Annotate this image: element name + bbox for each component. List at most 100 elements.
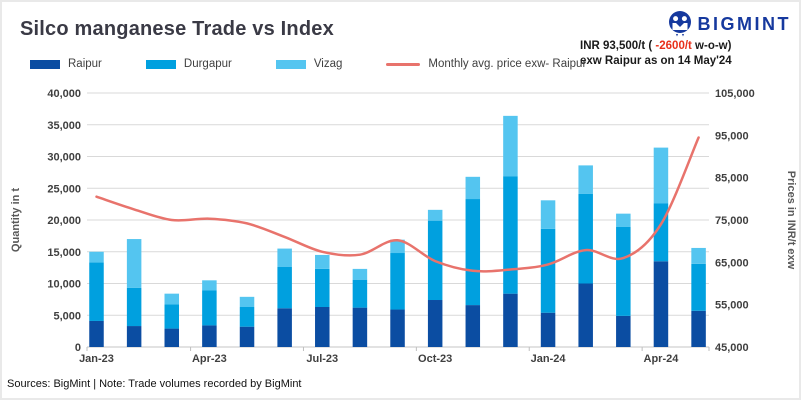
price-line: [95, 136, 700, 273]
bar-segment-raipur-mar-23: [164, 328, 180, 347]
bar-segment-durgapur-feb-23: [126, 287, 142, 327]
bar-segment-raipur-may-23: [239, 326, 255, 347]
right-axis-tick-label: 95,000: [715, 130, 749, 142]
bar-segment-vizag-mar-23: [164, 293, 180, 305]
legend-label: Durgapur: [183, 58, 232, 70]
price-annotation-line1: INR 93,500/t ( -2600/t w-o-w): [580, 39, 732, 54]
bar-segment-vizag-jan-23: [89, 251, 104, 263]
bar-segment-durgapur-aug-23: [352, 279, 368, 308]
right-axis-tick-label: 105,000: [715, 88, 755, 100]
bar-segment-raipur-jan-23: [89, 320, 104, 347]
bar-segment-raipur-jul-23: [315, 306, 330, 347]
left-axis-tick-label: 10,000: [47, 279, 81, 291]
left-axis-tick-label: 0: [75, 342, 81, 354]
left-axis-tick-label: 5,000: [53, 310, 81, 322]
x-axis-label: Apr-23: [192, 353, 227, 365]
bar-segment-vizag-aug-23: [352, 268, 368, 280]
bar-segment-vizag-oct-23: [427, 209, 443, 221]
bar-segment-durgapur-jan-24: [540, 228, 556, 313]
bar-segment-vizag-jul-23: [315, 254, 330, 269]
right-axis-tick-label: 45,000: [715, 342, 749, 354]
bar-segment-raipur-sep-23: [390, 309, 405, 347]
bar-segment-durgapur-nov-23: [465, 199, 481, 306]
legend-label: Monthly avg. price exw- Raipur: [428, 58, 587, 70]
price-text: INR 93,500/t (: [580, 40, 656, 52]
legend-item-monthly-avg-price-exw-raipur: Monthly avg. price exw- Raipur: [386, 58, 586, 70]
bar-segment-durgapur-jun-23: [277, 266, 292, 309]
price-text-suffix: w-o-w): [691, 40, 732, 52]
bar-segment-raipur-jun-23: [277, 308, 292, 347]
bar-segment-vizag-sep-23: [390, 239, 405, 254]
right-axis-tick-label: 85,000: [715, 173, 749, 185]
left-axis-tick-label: 35,000: [47, 120, 81, 132]
price-change-negative: -2600/t: [655, 40, 692, 52]
bar-segment-vizag-nov-23: [465, 176, 481, 200]
bar-segment-vizag-may-24: [691, 247, 706, 264]
left-axis-tick-label: 25,000: [47, 183, 81, 195]
source-note: Sources: BigMint | Note: Trade volumes r…: [7, 378, 302, 390]
bar-segment-raipur-apr-23: [202, 325, 217, 347]
bar-segment-durgapur-jan-23: [89, 262, 104, 321]
bar-segment-raipur-apr-24: [653, 261, 669, 347]
legend-label: Vizag: [313, 58, 343, 70]
left-axis-tick-label: 30,000: [47, 152, 81, 164]
bar-segment-durgapur-feb-24: [578, 193, 593, 284]
brand-logo-text: BIGMINT: [697, 13, 791, 34]
bar-segment-durgapur-sep-23: [390, 253, 405, 310]
bar-segment-durgapur-mar-24: [616, 226, 631, 316]
brand-logo: BIGMINT: [667, 10, 792, 38]
left-axis-tick-label: 20,000: [47, 215, 81, 227]
x-axis-label: Jan-24: [531, 353, 567, 365]
x-axis-label: Jul-23: [306, 353, 338, 365]
bar-segment-vizag-dec-23: [503, 115, 518, 177]
bigmint-logo-icon: [668, 11, 691, 37]
bar-segment-raipur-feb-23: [126, 326, 142, 347]
bar-segment-raipur-oct-23: [427, 300, 443, 347]
bar-segment-vizag-jun-23: [277, 248, 292, 267]
x-axis-label: Jan-23: [79, 353, 114, 365]
left-axis-tick-label: 15,000: [47, 247, 81, 259]
bar-segment-vizag-mar-24: [616, 213, 631, 227]
x-axis-label: Oct-23: [418, 353, 452, 365]
legend-swatch-raipur: [30, 59, 60, 69]
right-axis-title: Prices in INR/t exw: [785, 171, 797, 270]
legend-swatch-durgapur: [145, 59, 176, 69]
price-annotation: INR 93,500/t ( -2600/t w-o-w) exw Raipur…: [580, 39, 732, 68]
bar-segment-raipur-nov-23: [465, 305, 481, 347]
bar-segment-vizag-feb-24: [578, 165, 593, 194]
page-title: Silco manganese Trade vs Index: [20, 18, 334, 40]
bar-segment-vizag-apr-23: [202, 280, 217, 291]
price-annotation-line2: exw Raipur as on 14 May'24: [580, 54, 732, 67]
bar-segment-raipur-jan-24: [540, 312, 556, 347]
bar-segment-vizag-apr-24: [653, 147, 669, 204]
bar-segment-durgapur-jul-23: [315, 268, 330, 307]
bar-segment-vizag-may-23: [239, 296, 255, 307]
legend-item-durgapur: Durgapur: [145, 58, 232, 70]
bar-segment-durgapur-may-23: [239, 306, 255, 327]
left-axis-tick-label: 40,000: [47, 88, 81, 100]
legend-swatch-vizag: [275, 59, 306, 69]
x-axis-label: Apr-24: [644, 353, 680, 365]
bar-segment-durgapur-may-24: [691, 263, 706, 311]
legend-swatch-monthly-avg-price-exw-raipur: [386, 62, 421, 66]
bar-segment-vizag-feb-23: [126, 239, 142, 288]
legend-item-raipur: Raipur: [30, 58, 102, 70]
bar-segment-raipur-mar-24: [616, 315, 631, 347]
bar-segment-vizag-jan-24: [540, 200, 556, 229]
bar-segment-raipur-feb-24: [578, 283, 593, 347]
bar-segment-raipur-dec-23: [503, 293, 518, 347]
legend-item-vizag: Vizag: [275, 58, 343, 70]
bar-segment-durgapur-apr-23: [202, 290, 217, 326]
right-axis-tick-label: 65,000: [715, 257, 749, 269]
bar-segment-raipur-aug-23: [352, 307, 368, 347]
right-axis-tick-label: 75,000: [715, 215, 749, 227]
bar-segment-durgapur-dec-23: [503, 176, 518, 294]
right-axis-tick-label: 55,000: [715, 300, 749, 312]
bar-segment-durgapur-mar-23: [164, 304, 180, 329]
legend: Raipur Durgapur Vizag Monthly avg. price ex…: [30, 58, 586, 70]
legend-label: Raipur: [68, 58, 102, 70]
left-axis-title: Quantity in t: [10, 188, 22, 253]
bar-segment-raipur-may-24: [691, 310, 706, 347]
